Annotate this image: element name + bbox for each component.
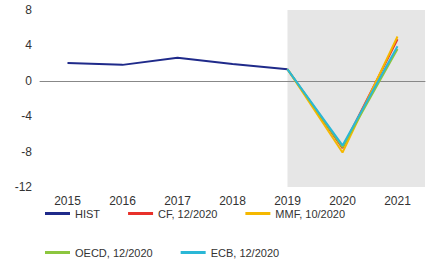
svg-text:8: 8 (25, 3, 32, 17)
svg-text:OECD, 12/2020: OECD, 12/2020 (75, 247, 153, 259)
svg-text:2015: 2015 (54, 194, 81, 208)
svg-text:2021: 2021 (384, 194, 411, 208)
svg-text:2016: 2016 (109, 194, 136, 208)
svg-text:2018: 2018 (219, 194, 246, 208)
svg-text:4: 4 (25, 38, 32, 52)
svg-text:HIST: HIST (75, 208, 100, 220)
svg-text:2019: 2019 (274, 194, 301, 208)
svg-text:-4: -4 (21, 109, 32, 123)
svg-text:2020: 2020 (329, 194, 356, 208)
svg-text:MMF, 10/2020: MMF, 10/2020 (275, 208, 345, 220)
svg-text:-12: -12 (15, 180, 33, 194)
svg-text:-8: -8 (21, 145, 32, 159)
svg-text:ECB, 12/2020: ECB, 12/2020 (211, 247, 280, 259)
svg-text:CF, 12/2020: CF, 12/2020 (158, 208, 217, 220)
svg-text:2017: 2017 (164, 194, 191, 208)
svg-text:0: 0 (25, 74, 32, 88)
